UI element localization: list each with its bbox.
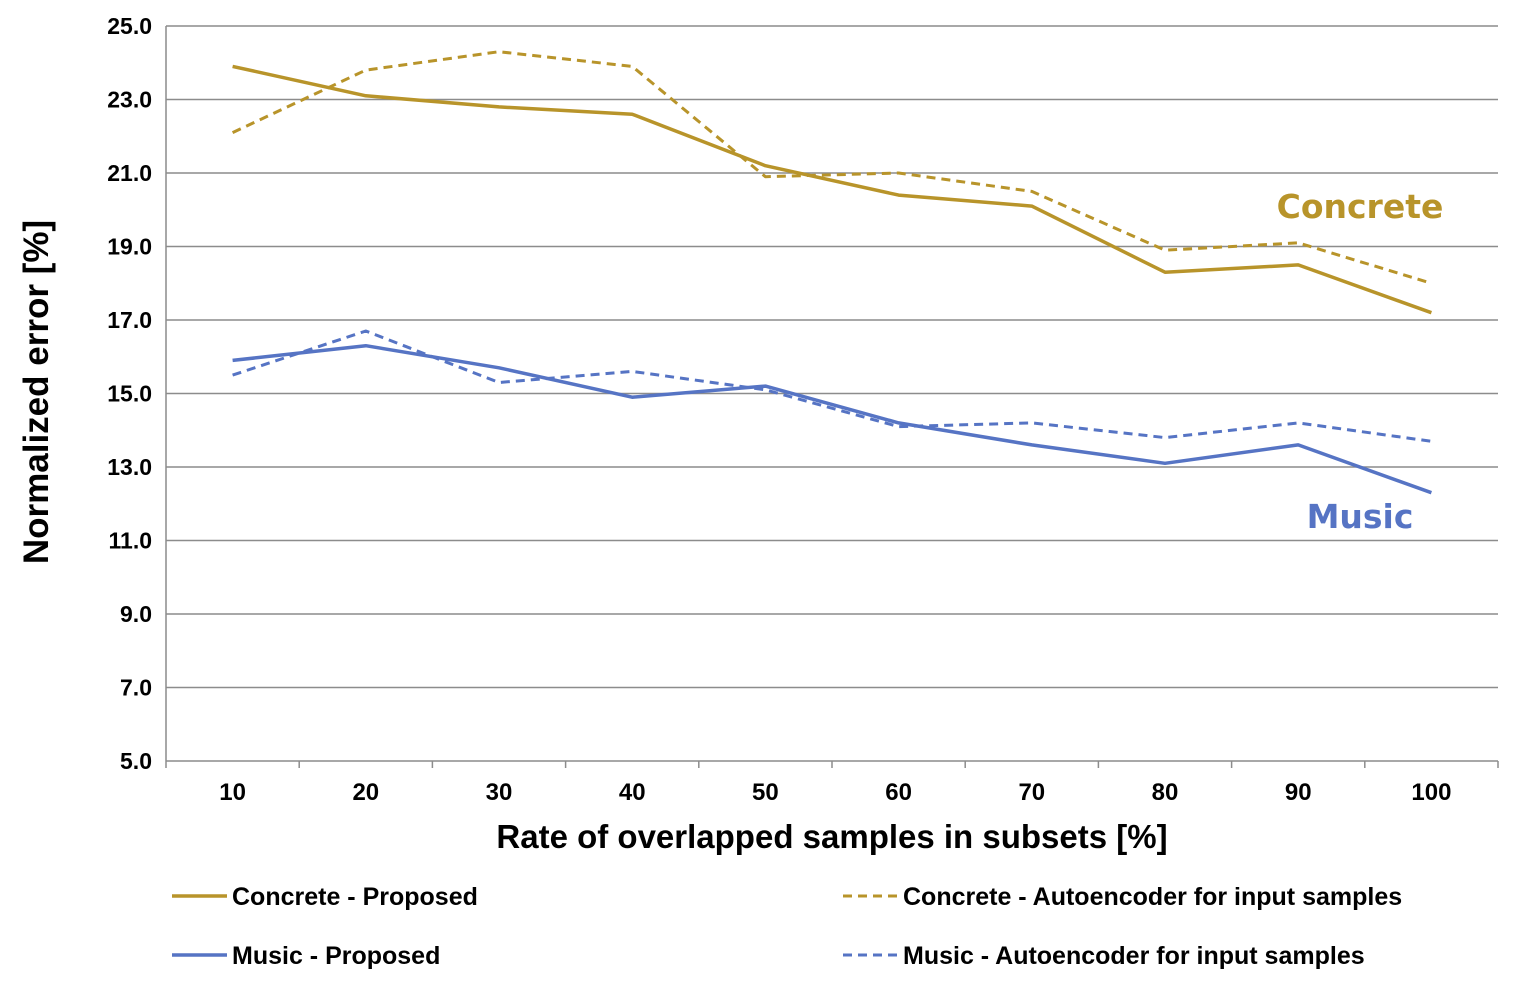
y-tick-label: 9.0 xyxy=(120,601,152,627)
y-tick-label: 15.0 xyxy=(107,381,152,407)
series-lines xyxy=(231,50,1432,495)
y-axis-title: Normalized error [%] xyxy=(17,220,56,564)
x-tick-label: 50 xyxy=(752,779,779,806)
y-axis-ticks: 5.0 7.0 9.0 11.0 13.0 15.0 17.0 19.0 21.0 23.0 25.… xyxy=(107,13,152,774)
y-tick-label: 7.0 xyxy=(120,675,152,701)
x-axis-title: Rate of overlapped samples in subsets [%… xyxy=(496,818,1167,855)
legend-label-music-proposed: Music - Proposed xyxy=(232,942,440,970)
x-axis-ticks: 10 20 30 40 50 60 70 80 90 100 xyxy=(219,779,1451,806)
x-tick-label: 70 xyxy=(1018,779,1045,806)
series-line-concrete-proposed xyxy=(232,64,1432,315)
gridlines xyxy=(166,25,1498,689)
x-tick-label: 100 xyxy=(1411,779,1451,806)
series-line-music-autoencoder-for-input-samples xyxy=(232,329,1432,443)
y-tick-label: 21.0 xyxy=(107,160,152,186)
y-tick-label: 11.0 xyxy=(109,528,153,554)
y-tick-label: 5.0 xyxy=(120,748,152,774)
concrete-annotation: Concrete xyxy=(1277,187,1444,226)
music-annotation: Music xyxy=(1307,497,1414,536)
legend: Concrete - Proposed Concrete - Autoencode… xyxy=(172,883,1402,970)
legend-label-concrete-proposed: Concrete - Proposed xyxy=(232,883,478,911)
y-tick-label: 23.0 xyxy=(107,87,152,113)
x-tick-label: 80 xyxy=(1152,779,1179,806)
series-line-concrete-autoencoder-for-input-samples xyxy=(231,50,1432,285)
y-tick-label: 19.0 xyxy=(107,234,152,260)
x-tick-label: 10 xyxy=(219,779,246,806)
y-tick-label: 17.0 xyxy=(107,307,152,333)
x-tick-label: 40 xyxy=(619,779,646,806)
x-tick-label: 60 xyxy=(885,779,912,806)
y-tick-label: 13.0 xyxy=(107,454,152,480)
y-tick-label: 25.0 xyxy=(107,13,152,39)
axes xyxy=(165,26,1499,768)
x-tick-label: 30 xyxy=(486,779,513,806)
x-tick-label: 20 xyxy=(352,779,379,806)
series-line-music-proposed xyxy=(232,343,1432,495)
legend-label-concrete-autoencoder-for-input-samples: Concrete - Autoencoder for input samples xyxy=(903,883,1402,911)
x-tick-label: 90 xyxy=(1285,779,1312,806)
legend-label-music-autoencoder-for-input-samples: Music - Autoencoder for input samples xyxy=(903,942,1365,970)
